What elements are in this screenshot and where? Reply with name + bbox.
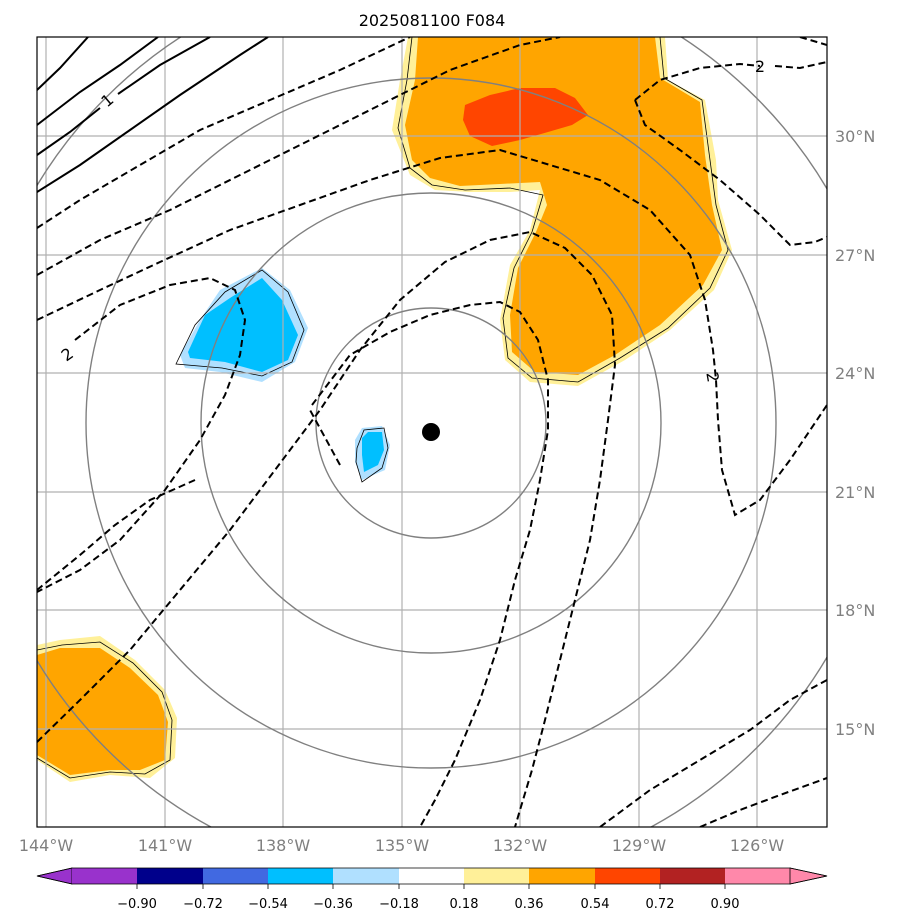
colorbar-extend-low (36, 867, 73, 885)
colorbar-frame (36, 867, 828, 885)
contour-label-2-north: 2 (755, 57, 765, 76)
colorbar-bin (725, 868, 790, 884)
colorbar-bin (333, 868, 399, 884)
anomaly-strong-ne (463, 88, 588, 146)
colorbar-bin (660, 868, 725, 884)
colorbar-bin (529, 868, 595, 884)
solid-contours (37, 37, 269, 193)
colorbar-tick: −0.72 (183, 897, 223, 912)
lat-tick: 21°N (835, 483, 875, 502)
colorbar-bin (399, 868, 464, 884)
lon-tick: 135°W (375, 836, 430, 855)
colorbar-tick: −0.90 (117, 897, 157, 912)
lon-tick: 144°W (19, 836, 74, 855)
lat-lon-grid (37, 37, 827, 827)
colorbar-extend-high (789, 867, 828, 885)
lat-tick: 18°N (835, 601, 875, 620)
lon-tick-labels: 144°W 141°W 138°W 135°W 132°W 129°W 126°… (19, 836, 785, 855)
lon-tick: 132°W (493, 836, 548, 855)
map-panel: 1 2 2 2 (36, 36, 828, 828)
contour-label-2-east: 2 (702, 370, 722, 383)
colorbar-tick: −0.54 (248, 897, 288, 912)
dashed-contours (37, 37, 827, 827)
colorbar-bin (464, 868, 529, 884)
lon-tick: 126°W (730, 836, 785, 855)
map-frame (36, 36, 828, 828)
colorbar-tick: 0.90 (711, 897, 740, 912)
colorbar-tick: −0.36 (313, 897, 353, 912)
lon-tick: 141°W (138, 836, 193, 855)
colorbar-bin (595, 868, 660, 884)
colorbar-bin (268, 868, 333, 884)
colorbar-tick: −0.18 (379, 897, 419, 912)
colorbar-tick: 0.54 (581, 897, 610, 912)
anomaly-mid-sw (37, 648, 168, 775)
colorbar-tick: 0.72 (646, 897, 675, 912)
colorbar-bin (203, 868, 268, 884)
colorbar-tick-labels: −0.90 −0.72 −0.54 −0.36 −0.18 0.18 0.36 … (117, 897, 739, 912)
colorbar: −0.90 −0.72 −0.54 −0.36 −0.18 0.18 0.36 … (36, 867, 828, 912)
colorbar-bin (137, 868, 203, 884)
colorbar-tick: 0.36 (515, 897, 544, 912)
colorbar-bin (72, 868, 137, 884)
figure-title: 2025081100 F084 (359, 11, 506, 30)
lat-tick: 30°N (835, 127, 875, 146)
anomaly-mid-center (362, 432, 384, 472)
lon-tick: 138°W (256, 836, 311, 855)
storm-center-marker (422, 423, 440, 441)
lon-tick: 129°W (612, 836, 667, 855)
lat-tick: 15°N (835, 720, 875, 739)
lat-tick: 24°N (835, 364, 875, 383)
colorbar-tick: 0.18 (450, 897, 479, 912)
lat-tick: 27°N (835, 246, 875, 265)
lat-tick-labels: 30°N 27°N 24°N 21°N 18°N 15°N (835, 127, 875, 739)
anomaly-mid-nw (188, 278, 298, 372)
